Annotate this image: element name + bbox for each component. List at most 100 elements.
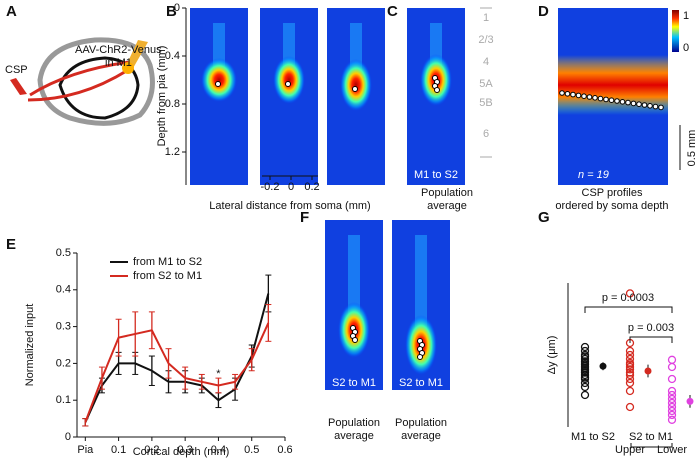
mean-marker [644,367,652,375]
panel-label: B [166,3,177,20]
soma [575,92,582,99]
x-tick-label: -0.2 [261,181,280,193]
soma [285,81,291,87]
y-tick-label: 0 [65,431,71,443]
point [667,415,677,424]
group-label: M1 to S2 [571,431,615,443]
point [625,378,635,388]
panel-label: G [538,209,550,226]
colorbar-tick: 0 [683,42,689,54]
colorbar-tick: 1 [683,10,689,22]
brain-schematic [10,37,155,126]
layer-label: 6 [483,128,489,140]
soma [586,94,593,100]
group-label: Upper [615,444,645,456]
y-tick-label: 0.8 [165,98,180,110]
caption: Population [328,417,380,429]
soma [597,95,604,102]
bracket [629,336,673,343]
caption: CSP profiles [582,187,643,199]
inset-label: Lower CSP [393,390,449,402]
annotation: * [216,368,221,380]
y-tick-label: 1.2 [165,146,180,158]
caption: Population [421,187,473,199]
bracket [584,306,673,313]
soma [570,91,576,98]
series-line [84,293,270,423]
soma [614,98,620,104]
panel-label: E [6,236,16,253]
area-label: in M1 [105,57,132,69]
y-axis-label: Depth from pia (mm) [156,46,168,147]
soma [603,96,609,103]
y-tick-label: 0.2 [56,357,71,369]
panel-label: A [6,3,17,20]
p-value: p = 0.003 [628,322,674,334]
layer-label: 5B [479,97,492,109]
layer-label: 5A [479,78,493,90]
point [667,406,677,416]
legend-label: from S2 to M1 [133,270,202,282]
x-tick-label: 0.3 [178,444,193,456]
series-line [84,322,270,423]
soma [559,90,565,96]
inset-label: M1 to S2 [414,169,458,181]
y-axis-label: Δy (μm) [546,336,558,375]
point [625,354,635,364]
heatmap-hot [273,56,305,104]
inset-label: S2 to M1 [399,377,443,389]
x-tick-label: 0 [288,181,294,193]
heatmap-hot [201,58,237,102]
point [667,390,677,400]
inset-label: Upper CSP [326,390,382,402]
layer-label: 1 [483,12,489,24]
point [580,390,590,400]
x-tick-label: 0.5 [244,444,259,456]
y-tick-label: 0 [174,2,180,14]
scale-label: 0.5 mm [686,130,698,167]
group-label: S2 to M1 [629,431,673,443]
soma [630,100,637,107]
point [580,378,590,388]
soma [647,103,653,109]
point [625,289,635,298]
point [625,358,635,368]
soma [619,99,626,105]
panel-label: C [387,3,398,20]
x-tick-label: 0.2 [144,444,159,456]
panel-label: F [300,209,309,226]
point [625,350,635,360]
n-label: n = 19 [578,169,609,181]
y-tick-label: 0.4 [165,50,180,62]
heatmaps [190,8,668,390]
y-tick-label: 0.3 [56,321,71,333]
x-tick-label: 0.4 [211,444,226,456]
y-tick-label: 0.1 [56,394,71,406]
soma [417,354,423,360]
point [667,402,677,412]
point [625,386,635,396]
soma [658,104,664,111]
panel-label: D [538,3,549,20]
inset-label: S2 to M1 [332,377,376,389]
soma [592,95,598,101]
y-axis-label: Normalized input [24,304,36,387]
soma [215,81,221,87]
colorbar [672,10,679,52]
point [667,410,677,420]
soma [352,337,358,343]
virus-label: AAV-ChR2-Venus [75,44,162,56]
point [580,382,590,392]
soma [564,91,571,97]
point [667,362,677,372]
caption: average [334,430,374,442]
point [625,370,635,380]
soma [434,87,440,93]
point [625,368,635,377]
y-tick-label: 0.5 [56,247,71,259]
point [580,350,590,360]
p-value: p = 0.0003 [602,292,654,304]
soma [352,86,358,92]
soma [608,97,615,103]
